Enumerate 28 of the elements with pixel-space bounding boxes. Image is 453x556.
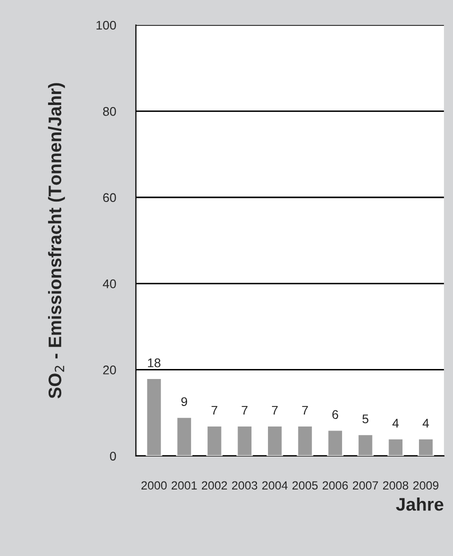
data-label: 5 — [362, 414, 368, 424]
y-tick-label: 40 — [102, 279, 116, 288]
y-tick-label: 0 — [110, 452, 116, 461]
x-tick-label: 2002 — [202, 481, 227, 490]
data-label: 9 — [181, 397, 188, 406]
x-tick-label: 2001 — [172, 481, 197, 490]
y-axis-title: SO$_{2}$ - Emissionsfracht (Tonnen/Jahr) — [48, 83, 65, 398]
y-tick-label: 80 — [103, 107, 116, 116]
data-label: 4 — [422, 418, 429, 428]
x-tick-label: 2005 — [292, 481, 318, 490]
x-tick-label: 2009 — [413, 481, 438, 490]
data-label: 4 — [392, 418, 399, 428]
y-tick-label: 20 — [103, 366, 116, 374]
x-axis-title: Jahre — [396, 497, 444, 511]
data-label: 7 — [242, 406, 248, 415]
x-tick-label: 2007 — [352, 481, 378, 490]
x-tick-label: 2003 — [232, 481, 258, 490]
x-tick-label: 2006 — [322, 481, 348, 490]
y-tick-label: 100 — [96, 20, 116, 30]
x-tick-label: 2004 — [262, 481, 288, 490]
x-tick-label: 2000 — [141, 481, 167, 490]
data-label: 6 — [332, 410, 338, 419]
data-label: 7 — [212, 406, 218, 415]
y-tick-label: 60 — [103, 193, 116, 202]
data-label: 7 — [272, 406, 278, 415]
x-tick-label: 2008 — [383, 481, 408, 490]
data-label: 7 — [302, 406, 308, 415]
data-label: 18 — [148, 358, 160, 368]
